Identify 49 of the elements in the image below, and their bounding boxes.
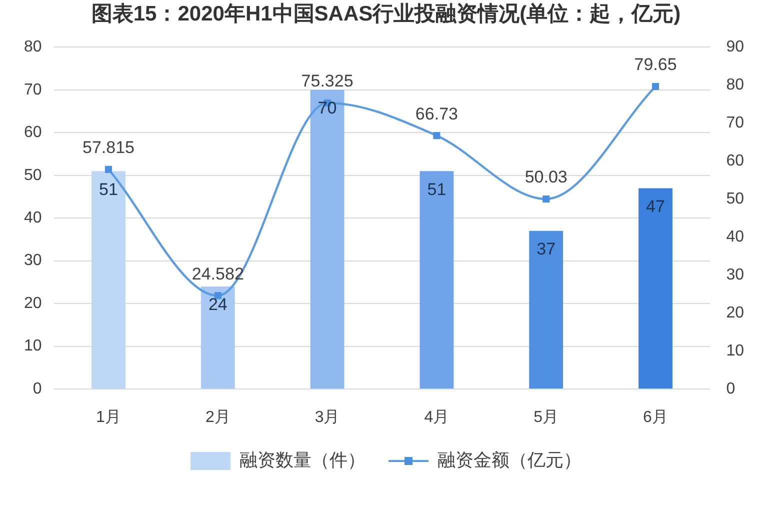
- y-tick-label: 20: [24, 294, 42, 312]
- chart-title: 图表15：2020年H1中国SAAS行业投融资情况(单位：起，亿元): [91, 2, 681, 26]
- point: [652, 82, 660, 90]
- data-label: 47: [646, 196, 665, 216]
- data-label: 57.815: [82, 138, 134, 158]
- x-tick-label: 5月: [534, 409, 559, 426]
- y-tick-label: 40: [24, 210, 42, 227]
- y-tick-label: 30: [24, 252, 42, 270]
- data-label: 66.73: [415, 104, 458, 124]
- y-tick-label: 10: [24, 338, 42, 355]
- x-tick-label: 1月: [96, 409, 121, 426]
- bar: [420, 171, 454, 388]
- point: [542, 195, 550, 203]
- y2-tick-label: 80: [726, 76, 744, 94]
- y-tick-label: 60: [24, 124, 42, 142]
- y2-tick-label: 10: [726, 342, 744, 360]
- point: [104, 166, 112, 173]
- x-tick-label: 4月: [424, 409, 450, 426]
- data-label: 24: [208, 295, 228, 314]
- point: [433, 132, 440, 140]
- y2-tick-label: 30: [726, 266, 744, 284]
- data-label: 51: [427, 180, 446, 199]
- bar: [310, 90, 344, 388]
- y2-tick-label: 0: [726, 380, 736, 398]
- data-label: 37: [536, 240, 556, 259]
- data-label: 79.65: [634, 55, 677, 74]
- y2-tick-label: 60: [726, 152, 744, 170]
- data-label: 51: [99, 180, 118, 199]
- bar: [92, 171, 126, 388]
- y2-tick-label: 90: [726, 38, 744, 56]
- data-label: 75.325: [301, 72, 354, 91]
- y-tick-label: 50: [24, 166, 42, 184]
- bar: [200, 286, 235, 388]
- data-label: 70: [318, 98, 337, 118]
- data-label: 50.03: [524, 168, 568, 187]
- x-tick-label: 6月: [643, 409, 668, 426]
- y-tick-label: 80: [24, 38, 42, 56]
- x-tick-label: 2月: [205, 409, 230, 426]
- y2-tick-label: 70: [726, 114, 744, 132]
- x-tick-label: 3月: [314, 409, 340, 426]
- bar: [638, 188, 672, 388]
- legend-label: 融资金额（亿元）: [438, 450, 582, 470]
- y2-tick-label: 50: [726, 190, 744, 208]
- bar: [529, 230, 564, 388]
- y-tick-label: 70: [24, 81, 42, 98]
- y-tick-label: 0: [32, 380, 42, 398]
- legend-label: 融资数量（件）: [240, 450, 366, 470]
- y2-tick-label: 40: [726, 228, 744, 246]
- y2-tick-label: 20: [726, 304, 744, 322]
